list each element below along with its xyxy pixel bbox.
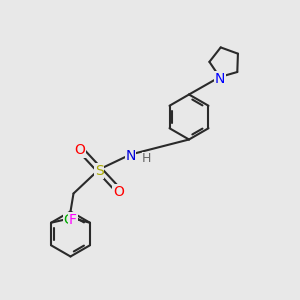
Text: O: O — [74, 143, 85, 157]
Text: F: F — [69, 213, 76, 227]
Text: N: N — [214, 72, 225, 86]
Text: O: O — [113, 185, 124, 199]
Text: Cl: Cl — [64, 213, 77, 227]
Text: H: H — [142, 152, 151, 165]
Text: N: N — [125, 149, 136, 163]
Text: S: S — [94, 164, 103, 178]
